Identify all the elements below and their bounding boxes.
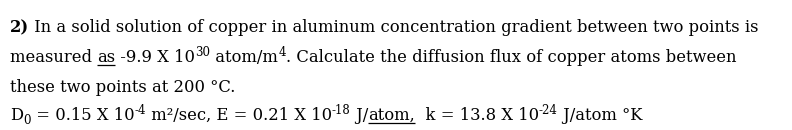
Text: -18: -18 — [332, 104, 351, 117]
Text: these two points at 200 °C.: these two points at 200 °C. — [10, 79, 235, 96]
Text: 2): 2) — [10, 19, 29, 36]
Text: -4: -4 — [135, 104, 146, 117]
Text: -9.9 X 10: -9.9 X 10 — [116, 49, 196, 66]
Text: 0: 0 — [23, 114, 31, 127]
Text: atom,: atom, — [367, 107, 415, 124]
Text: D: D — [10, 107, 23, 124]
Text: . Calculate the diffusion flux of copper atoms between: . Calculate the diffusion flux of copper… — [286, 49, 737, 66]
Text: m²/sec, E = 0.21 X 10: m²/sec, E = 0.21 X 10 — [146, 107, 332, 124]
Text: J/atom °K: J/atom °K — [558, 107, 642, 124]
Text: J/: J/ — [351, 107, 367, 124]
Text: atom/m: atom/m — [211, 49, 278, 66]
Text: In a solid solution of copper in aluminum concentration gradient between two poi: In a solid solution of copper in aluminu… — [29, 19, 759, 36]
Text: measured: measured — [10, 49, 97, 66]
Text: as: as — [97, 49, 116, 66]
Text: = 0.15 X 10: = 0.15 X 10 — [31, 107, 135, 124]
Text: -24: -24 — [539, 104, 558, 117]
Text: k = 13.8 X 10: k = 13.8 X 10 — [415, 107, 539, 124]
Text: 30: 30 — [196, 46, 211, 59]
Text: 4: 4 — [278, 46, 286, 59]
